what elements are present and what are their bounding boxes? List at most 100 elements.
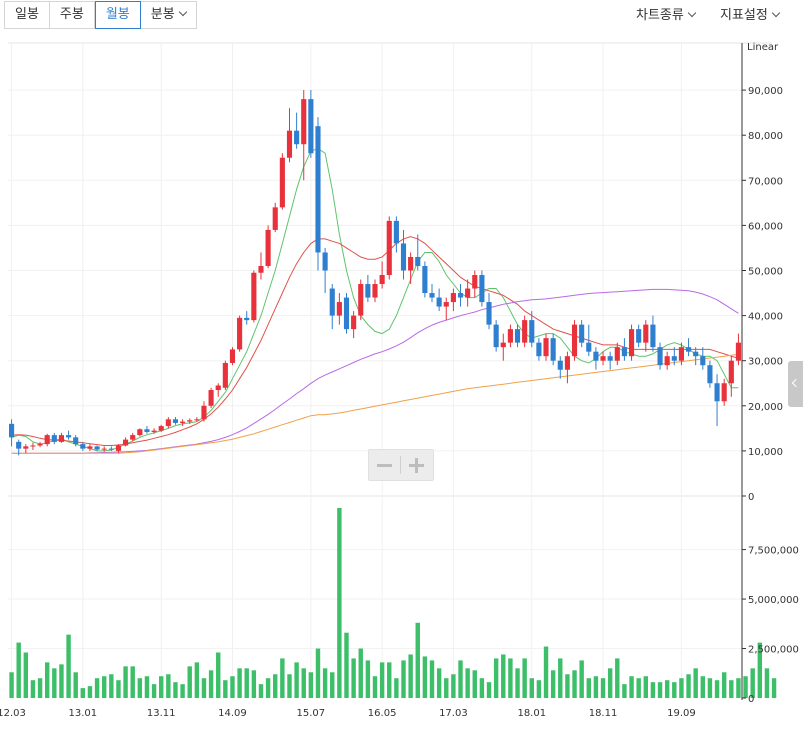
price-scale-label[interactable]: Linear bbox=[747, 42, 779, 53]
tab-minute[interactable]: 분봉 bbox=[140, 2, 196, 28]
volume-bar bbox=[159, 676, 164, 698]
volume-bar bbox=[273, 674, 278, 698]
volume-bar bbox=[251, 670, 257, 698]
candle-body bbox=[137, 429, 143, 436]
zoom-out-button[interactable] bbox=[369, 450, 400, 480]
tab-weekly[interactable]: 주봉 bbox=[49, 2, 95, 28]
candle-body bbox=[600, 356, 606, 361]
volume-tick-label: 7,500,000 bbox=[748, 546, 799, 557]
volume-bar bbox=[151, 684, 157, 698]
candle-body bbox=[80, 444, 86, 449]
candle-body bbox=[201, 405, 207, 420]
volume-bar bbox=[130, 666, 135, 698]
side-panel-toggle[interactable] bbox=[788, 361, 803, 407]
candle-body bbox=[422, 265, 428, 294]
volume-bar bbox=[693, 668, 698, 698]
candle-body bbox=[194, 419, 200, 421]
volume-bar bbox=[109, 674, 114, 698]
volume-bar bbox=[173, 682, 178, 698]
volume-bar bbox=[558, 658, 563, 698]
candle-body bbox=[251, 272, 257, 321]
candle-body bbox=[58, 435, 65, 442]
volume-bar bbox=[572, 670, 577, 698]
volume-bar bbox=[223, 680, 228, 698]
volume-bar bbox=[394, 678, 399, 698]
candle-body bbox=[51, 435, 57, 442]
chart-type-menu[interactable]: 차트종류 bbox=[636, 4, 697, 23]
candle-body bbox=[486, 302, 492, 325]
volume-bar bbox=[629, 676, 634, 698]
volume-bar bbox=[550, 670, 556, 698]
volume-bar bbox=[657, 682, 663, 698]
volume-bar bbox=[679, 678, 684, 698]
volume-bar bbox=[330, 672, 335, 698]
volume-bar bbox=[743, 676, 748, 698]
y-tick-label: 20,000 bbox=[748, 402, 783, 413]
volume-bar bbox=[586, 678, 591, 698]
y-tick-label: 30,000 bbox=[748, 357, 783, 368]
candle-body bbox=[408, 256, 414, 271]
volume-bar bbox=[607, 668, 613, 698]
candle-body bbox=[557, 360, 563, 370]
tab-daily[interactable]: 일봉 bbox=[5, 2, 50, 28]
candle-body bbox=[607, 356, 613, 361]
volume-bar bbox=[729, 680, 734, 698]
candle-body bbox=[564, 356, 570, 370]
volume-bar bbox=[37, 678, 43, 698]
candle-body bbox=[279, 157, 285, 208]
volume-bar bbox=[308, 672, 314, 698]
volume-bar bbox=[664, 680, 670, 698]
candle-body bbox=[66, 435, 72, 438]
volume-bar bbox=[600, 678, 606, 698]
volume-bar bbox=[230, 676, 235, 698]
volume-bar bbox=[451, 674, 456, 698]
volume-tick-label: 0 bbox=[748, 694, 754, 705]
tab-monthly[interactable]: 월봉 bbox=[94, 1, 141, 29]
candle-body bbox=[465, 288, 471, 298]
candle-body bbox=[593, 351, 599, 361]
candle-body bbox=[244, 317, 250, 321]
indicator-settings-menu[interactable]: 지표설정 bbox=[720, 4, 781, 23]
candle-body bbox=[8, 423, 15, 438]
volume-bar bbox=[166, 674, 171, 698]
volume-bar bbox=[101, 676, 107, 698]
volume-bar bbox=[387, 662, 392, 698]
candle-body bbox=[664, 356, 670, 366]
candle-body bbox=[101, 448, 107, 450]
volume-bar bbox=[721, 672, 727, 698]
candle-body bbox=[336, 302, 342, 316]
candle-body bbox=[522, 320, 528, 343]
y-tick-label: 40,000 bbox=[748, 312, 783, 323]
candle-body bbox=[707, 365, 713, 384]
candle-body bbox=[529, 320, 535, 343]
candle-body bbox=[650, 324, 656, 348]
zoom-in-button[interactable] bbox=[401, 450, 432, 480]
volume-bar bbox=[508, 658, 513, 698]
candle-body bbox=[579, 324, 585, 343]
volume-bar bbox=[672, 682, 677, 698]
volume-bar bbox=[458, 660, 463, 698]
volume-bar bbox=[144, 676, 150, 698]
x-tick-label: 14.09 bbox=[218, 708, 247, 719]
ma-line-ma20 bbox=[11, 288, 739, 454]
volume-bar bbox=[187, 666, 192, 698]
candle-body bbox=[685, 347, 692, 352]
candle-body bbox=[628, 329, 635, 357]
candle-body bbox=[700, 356, 706, 366]
candle-body bbox=[315, 126, 321, 253]
y-tick-label: 50,000 bbox=[748, 267, 783, 278]
candle-body bbox=[415, 256, 421, 266]
candle-body bbox=[643, 324, 649, 343]
volume-bar bbox=[87, 686, 93, 698]
volume-bar bbox=[472, 670, 477, 698]
candle-body bbox=[500, 342, 506, 348]
candle-body bbox=[493, 324, 499, 348]
volume-bar bbox=[9, 672, 14, 698]
volume-bar bbox=[771, 678, 777, 698]
candle-body bbox=[329, 288, 335, 316]
volume-bars bbox=[9, 508, 777, 698]
candle-body bbox=[365, 284, 371, 298]
candle-body bbox=[301, 99, 307, 145]
volume-bar bbox=[529, 678, 534, 698]
